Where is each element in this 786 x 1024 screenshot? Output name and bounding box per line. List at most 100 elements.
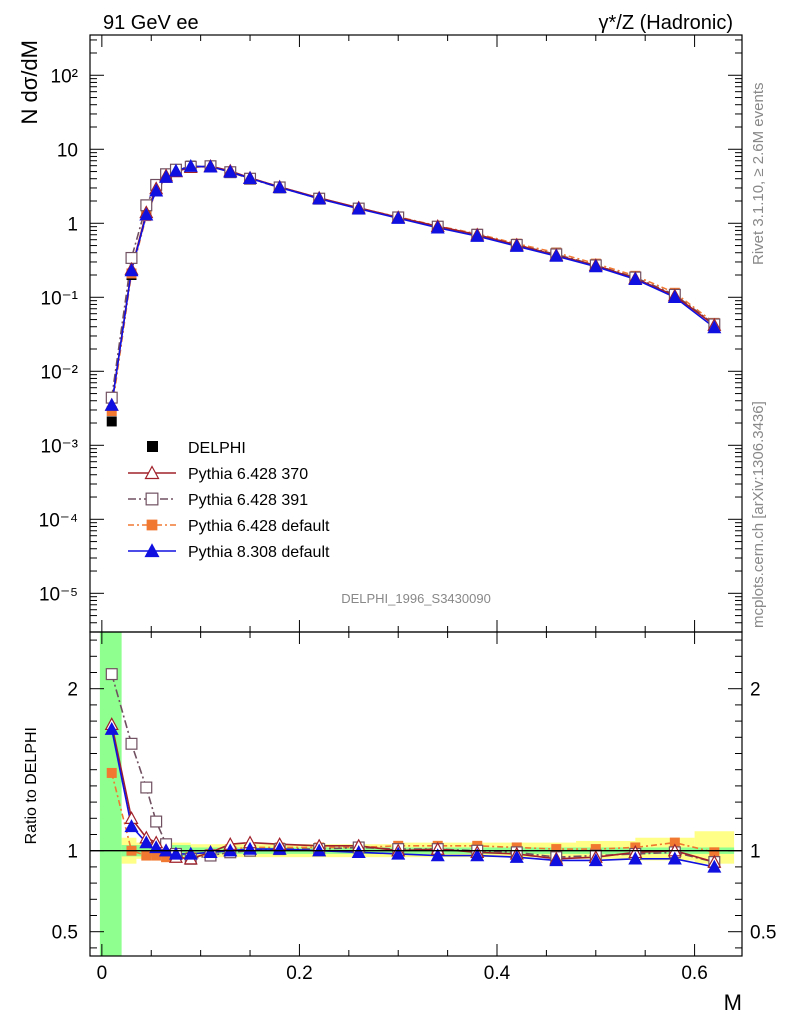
series-ratio-marker	[391, 846, 406, 860]
series-ratio-marker	[351, 845, 366, 859]
series-marker	[243, 171, 258, 185]
series-ratio-marker	[183, 846, 198, 860]
x-tick-label: 0.2	[286, 963, 312, 984]
x-tick-label: 0.6	[681, 963, 707, 984]
legend-label: Pythia 6.428 370	[188, 466, 308, 483]
series-ratio-marker	[509, 849, 524, 863]
legend-marker	[146, 519, 158, 531]
y-tick-label: 1	[67, 214, 78, 235]
ratio-y-tick-label: 0.5	[52, 923, 78, 944]
series-marker	[707, 320, 722, 334]
series-ratio-marker	[667, 851, 682, 865]
series-marker	[549, 248, 564, 262]
x-axis-label: M	[724, 990, 742, 1015]
series-ratio-marker	[106, 767, 117, 778]
series-marker	[628, 272, 643, 285]
series-marker	[104, 397, 119, 411]
series-lines	[110, 165, 715, 868]
legend-label-data: DELPHI	[188, 440, 246, 457]
series-ratio-marker	[125, 737, 138, 750]
series-marker	[139, 207, 154, 221]
series-marker	[223, 164, 238, 178]
ratio-y-tick-label: 2	[67, 680, 78, 701]
series-marker	[272, 180, 287, 194]
legend-marker	[145, 492, 159, 506]
series-marker	[667, 290, 682, 303]
legend-marker	[144, 465, 160, 480]
ratio-uncertainty-bands	[99, 632, 735, 956]
series-line	[110, 165, 715, 412]
series-line	[110, 165, 715, 406]
series-ratio-marker	[707, 859, 722, 873]
y-tick-label: 10⁻⁵	[39, 584, 78, 605]
main-plot-frame	[89, 34, 743, 633]
series-ratio-marker	[104, 721, 119, 735]
y-tick-label: 10⁻¹	[41, 288, 79, 309]
y-tick-label: 10²	[51, 66, 78, 87]
main-ylabel: N dσ/dM	[17, 40, 42, 125]
ratio-y-tick-label: 1	[67, 842, 78, 863]
series-ratio-marker	[588, 853, 603, 867]
series-marker	[203, 159, 218, 173]
rivet-version-label: Rivet 3.1.10, ≥ 2.6M events	[750, 83, 767, 266]
series-marker	[509, 238, 524, 252]
legend-label: Pythia 6.428 default	[188, 518, 330, 535]
header-right: γ*/Z (Hadronic)	[599, 12, 733, 34]
plot-frames	[89, 34, 743, 957]
x-tick-label: 0	[97, 963, 108, 984]
series-marker	[168, 163, 183, 177]
ratio-y-tick-label-right: 0.5	[750, 923, 776, 944]
series-ratio-marker	[105, 668, 118, 681]
series-ratio-line	[110, 673, 715, 863]
series-marker	[588, 259, 603, 273]
series-ratio-marker	[168, 846, 183, 860]
series-marker	[391, 210, 406, 224]
series-ratio-marker	[124, 819, 139, 833]
ratio-y-tick-label-right: 2	[750, 680, 761, 701]
header-left: 91 GeV ee	[103, 12, 199, 34]
mcplots-reference: mcplots.cern.ch [arXiv:1306.3436]	[750, 401, 767, 628]
legend-label: Pythia 8.308 default	[188, 544, 330, 561]
series-marker	[125, 251, 138, 264]
y-tick-label: 10⁻⁴	[39, 510, 78, 531]
series-ratio-marker	[149, 840, 164, 854]
series-ratio-marker	[628, 851, 643, 865]
series-ratio-marker	[203, 845, 218, 859]
series-ratio-marker	[549, 853, 564, 867]
series-marker	[149, 183, 164, 197]
legend: DELPHI Pythia 6.428 370 Pythia 6.428 391 Py…	[128, 440, 330, 561]
legend-label: Pythia 6.428 391	[188, 492, 308, 509]
series-ratio-marker	[272, 841, 287, 855]
series-line	[110, 165, 715, 406]
y-tick-label: 10⁻²	[41, 362, 79, 383]
series-ratio-marker	[150, 815, 163, 828]
series-ratio-marker	[430, 848, 445, 862]
series-marker	[183, 158, 198, 172]
series-line	[110, 165, 715, 398]
series-marker	[312, 191, 327, 205]
legend-marker-data	[147, 441, 158, 452]
x-tick-label: 0.4	[484, 963, 511, 984]
series-ratio-marker	[470, 848, 485, 862]
series-marker	[351, 201, 366, 215]
series-ratio-marker	[243, 841, 258, 855]
band-green	[99, 632, 122, 956]
tick-labels: 0 0.2 0.4 0.6 10⁻⁵ 10⁻⁴ 10⁻³ 10⁻² 10⁻¹ 1 10 10² 0.5 0…	[39, 66, 777, 984]
y-tick-label: 10⁻³	[41, 436, 79, 457]
series-markers	[104, 158, 722, 873]
series-marker	[470, 228, 485, 242]
legend-marker	[144, 543, 160, 558]
ratio-plot-frame	[89, 631, 743, 957]
series-marker	[430, 220, 445, 234]
ratio-ylabel: Ratio to DELPHI	[23, 727, 40, 844]
analysis-id: DELPHI_1996_S3430090	[341, 591, 491, 606]
series-marker	[159, 169, 174, 183]
series-ratio-marker	[141, 850, 152, 861]
data-point	[106, 416, 117, 427]
ratio-y-tick-label-right: 1	[750, 842, 761, 863]
y-tick-label: 10	[57, 140, 78, 161]
series-ratio-marker	[140, 781, 153, 794]
series-marker	[124, 263, 139, 277]
series-ratio-marker	[139, 835, 154, 849]
